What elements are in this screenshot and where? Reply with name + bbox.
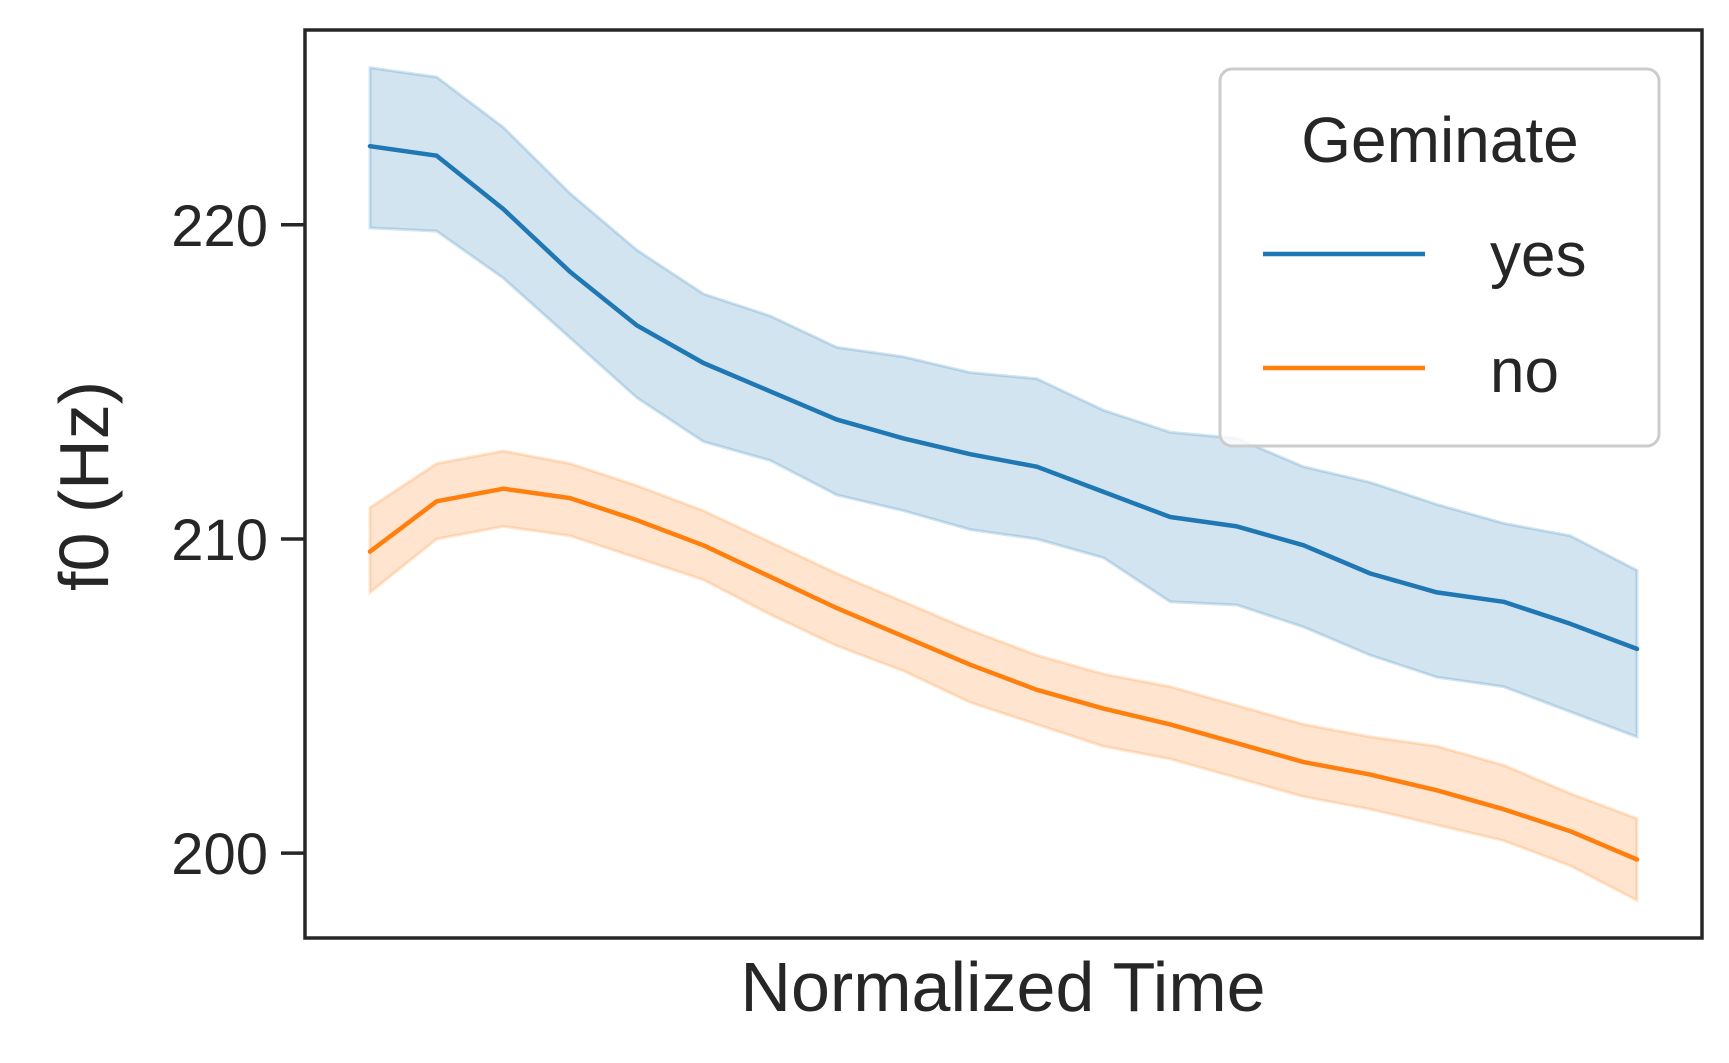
y-tick-label-220: 220 — [171, 194, 268, 259]
series-line-no — [367, 486, 1640, 862]
legend-label-yes: yes — [1490, 221, 1586, 290]
y-tick-label-210: 210 — [171, 508, 268, 573]
legend-box — [1218, 67, 1661, 448]
confidence-band-yes — [368, 65, 1639, 740]
legend-label-no: no — [1490, 337, 1559, 406]
x-axis-label: Normalized Time — [740, 948, 1265, 1026]
series-lines — [367, 143, 1640, 862]
y-tick-label-200: 200 — [171, 822, 268, 887]
legend-title: Geminate — [1301, 104, 1578, 176]
y-axis-ticks: 200 210 220 — [171, 194, 305, 887]
y-axis-label: f0 (Hz) — [45, 381, 123, 591]
plot-frame — [303, 28, 1704, 940]
legend: Geminate yes no — [1218, 67, 1661, 448]
series-line-yes — [367, 143, 1640, 652]
